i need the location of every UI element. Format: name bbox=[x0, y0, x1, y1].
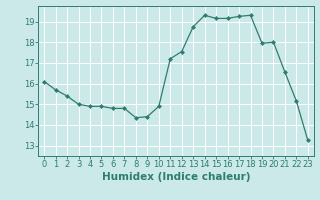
X-axis label: Humidex (Indice chaleur): Humidex (Indice chaleur) bbox=[102, 172, 250, 182]
